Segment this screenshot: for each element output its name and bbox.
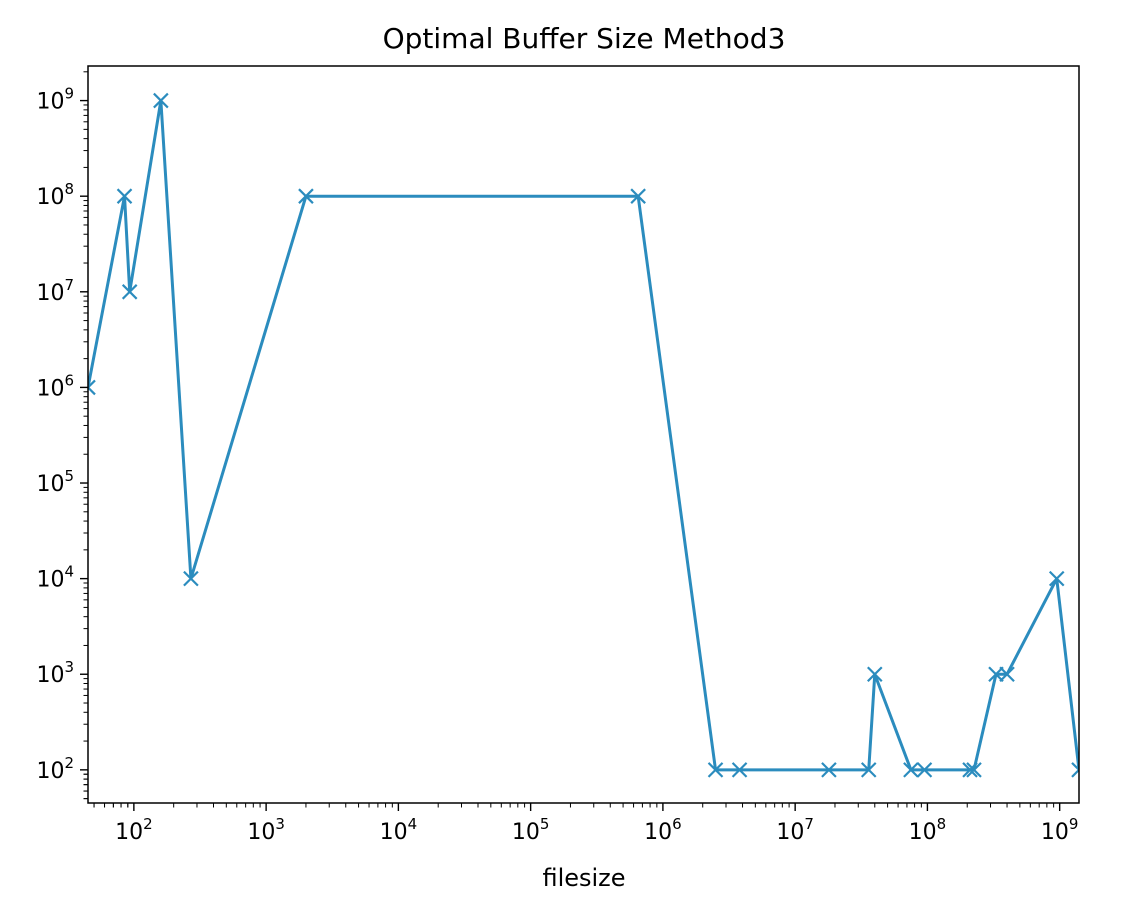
- data-point-marker: [999, 666, 1015, 683]
- y-tick-label: 103: [36, 658, 74, 688]
- plot-area: [88, 92, 1079, 778]
- chart-title: Optimal Buffer Size Method3: [383, 22, 786, 55]
- x-tick-label: 106: [644, 815, 682, 845]
- x-tick-label: 105: [512, 815, 550, 845]
- data-point-marker: [860, 762, 877, 778]
- x-tick-label: 109: [1041, 815, 1079, 845]
- y-tick-label: 107: [36, 276, 74, 306]
- x-axis-tick-labels: 102 103 104 105 106 107 108 109: [115, 815, 1078, 845]
- x-axis-ticks: [93, 803, 1061, 811]
- series-line: [88, 99, 1079, 772]
- data-point-marker: [1048, 570, 1065, 587]
- data-point-marker: [121, 284, 138, 300]
- y-tick-label: 108: [36, 180, 74, 210]
- data-point-marker: [630, 188, 646, 204]
- data-point-marker: [298, 188, 314, 204]
- data-point-marker: [731, 762, 748, 778]
- y-axis-ticks: [80, 71, 88, 800]
- x-tick-label: 104: [380, 815, 418, 845]
- data-point-marker: [821, 762, 837, 778]
- x-tick-label: 102: [115, 815, 153, 845]
- y-tick-label: 105: [36, 467, 74, 497]
- plot-frame: [87, 65, 1080, 804]
- data-point-marker: [183, 570, 199, 587]
- y-tick-label: 102: [36, 754, 74, 784]
- x-tick-label: 107: [776, 815, 814, 845]
- data-point-marker: [903, 762, 919, 778]
- data-point-marker: [707, 762, 724, 778]
- data-point-marker: [962, 762, 978, 778]
- y-tick-label: 106: [36, 371, 74, 401]
- x-tick-label: 103: [247, 815, 285, 845]
- data-point-marker: [916, 762, 933, 778]
- y-tick-label: 104: [36, 563, 74, 593]
- x-tick-label: 108: [909, 815, 947, 845]
- series-layer: [88, 92, 1079, 778]
- y-tick-label: 109: [36, 85, 74, 115]
- data-point-marker: [1071, 762, 1079, 778]
- data-point-marker: [88, 379, 96, 396]
- data-point-marker: [116, 188, 133, 204]
- data-point-marker: [988, 666, 1004, 683]
- y-axis-tick-labels: 102 103 104 105 106 107 108 109: [36, 85, 74, 784]
- data-point-marker: [153, 92, 169, 109]
- data-point-marker: [867, 666, 883, 683]
- x-axis-title: filesize: [542, 864, 625, 892]
- data-point-marker: [966, 762, 982, 778]
